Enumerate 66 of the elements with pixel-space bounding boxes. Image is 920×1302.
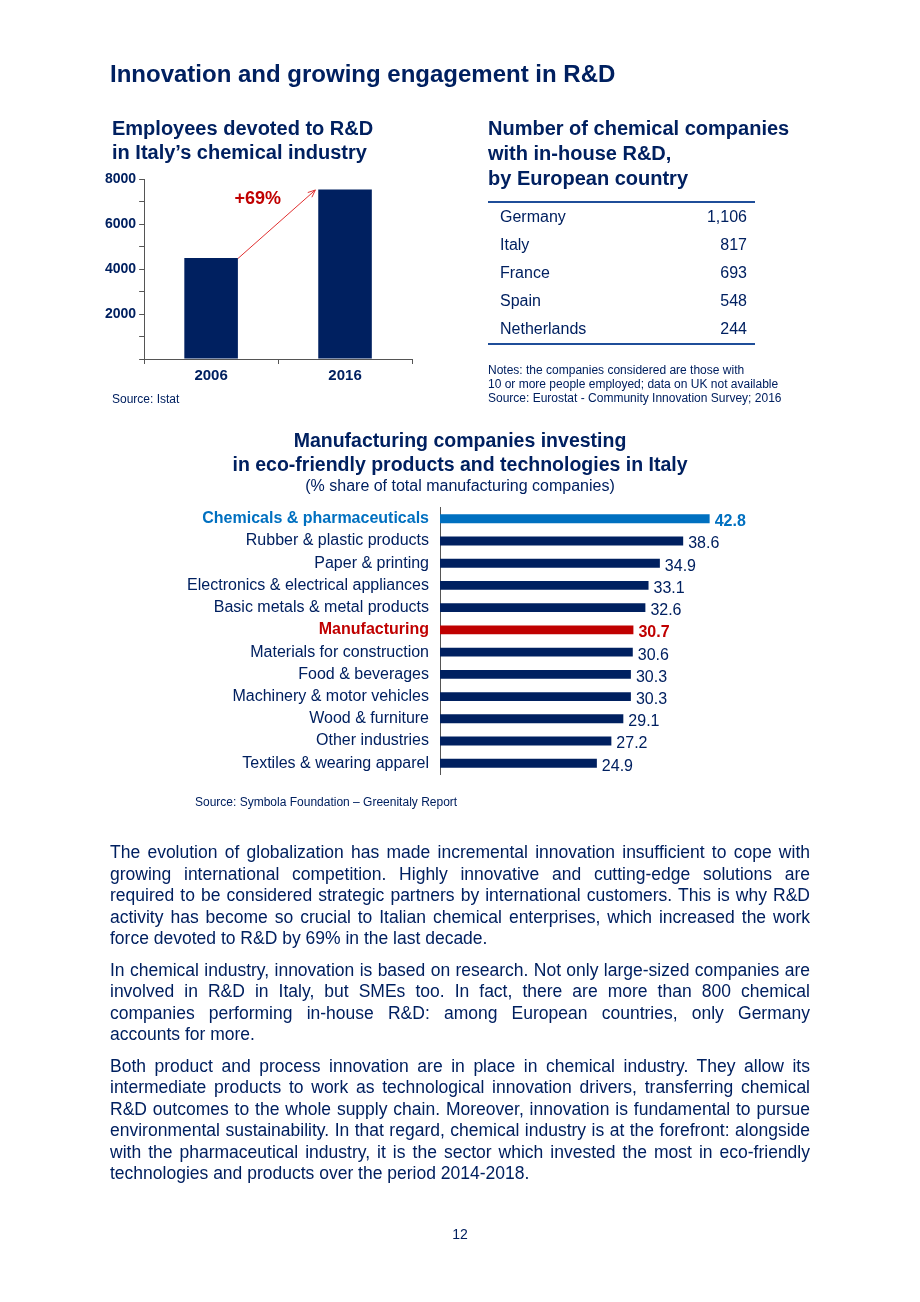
y-tick-label: Food & beverages: [298, 664, 429, 682]
bar: [440, 669, 631, 679]
bar: [440, 625, 634, 635]
data-label: 24.9: [601, 756, 634, 774]
category-label: Germany: [499, 207, 567, 227]
chart-subtitle: (% share of total manufacturing companies): [304, 477, 616, 495]
bar: [440, 536, 684, 546]
bar: [440, 580, 649, 590]
bar: [440, 603, 646, 613]
y-tick-label: Wood & furniture: [309, 709, 430, 727]
data-label: 32.6: [650, 601, 682, 619]
data-label: 38.6: [688, 534, 720, 552]
y-tick-label: Manufacturing: [318, 620, 429, 638]
text: The evolution of globalization has made incremental innovation insufficient to cope with growing international competition. Highly innovative and cutting-edge solutions are required to be considered strategic partners by international customers. This is why R&D activity has become so crucial to Italian chemical enterprises, which increased the work force devoted to R&D by 69% in the last decade.: [110, 842, 810, 950]
y-tick-label: Rubber & plastic products: [245, 531, 429, 549]
x-tick-label: 2016: [328, 366, 362, 384]
category-label: Netherlands: [499, 319, 588, 339]
text: 1,106: [706, 208, 747, 225]
y-tick-label: Other industries: [316, 731, 429, 749]
chart-title: Manufacturing companies investing in eco-friendly products and technologies in Italy: [231, 428, 689, 476]
y-tick-label: Chemicals & pharmaceuticals: [202, 509, 430, 527]
data-label: 30.7: [638, 623, 670, 641]
annotation: +69%: [234, 187, 282, 209]
data-label: 42.8: [714, 512, 746, 530]
text: 548: [720, 292, 747, 309]
data-label: 34.9: [664, 556, 697, 574]
bar: [440, 558, 660, 568]
y-tick-label: Textiles & wearing apparel: [242, 753, 429, 771]
y-tick-label: 8000: [104, 170, 137, 187]
y-tick-label: Basic metals & metal products: [213, 598, 429, 616]
bar: [440, 647, 633, 657]
y-tick-label: Machinery & motor vehicles: [232, 686, 429, 704]
bar: [440, 758, 597, 768]
data-label: 30.6: [637, 645, 670, 663]
category-label: Italy: [499, 235, 531, 255]
data-label: 30.3: [635, 689, 668, 707]
y-tick-label: 6000: [104, 215, 137, 232]
data-label: 30.3: [635, 667, 668, 685]
text: Both product and process innovation are in place in chemical industry. They allow its intermediate products to work as technological innovation drivers, transferring chemical R&D outcomes to the whole supply chain. Moreover, innovation is fundamental to pursue environmental sustainability. In that regard, chemical industry is at the forefront: alongside with the pharmaceutical industry, it is the sector which invested the most in eco-friendly technologies and products over the period 2014-2018.: [110, 1055, 810, 1185]
category-label: France: [499, 263, 551, 283]
bar: [440, 736, 612, 746]
y-tick-label: 2000: [104, 304, 137, 321]
text: 693: [720, 264, 747, 281]
source-note: Source: Symbola Foundation – Greenitaly Report: [195, 795, 459, 809]
category-label: Spain: [499, 291, 542, 311]
y-tick-label: Paper & printing: [314, 553, 429, 571]
y-tick-label: 4000: [104, 260, 137, 277]
data-label: 27.2: [616, 734, 648, 752]
y-tick-label: Electronics & electrical appliances: [187, 575, 429, 593]
y-tick-label: Materials for construction: [250, 642, 429, 660]
source-note: Source: Eurostat - Community Innovation Survey; 2016: [488, 391, 783, 405]
bar: [440, 714, 624, 724]
data-label: 33.1: [653, 578, 685, 596]
text: 12: [451, 1226, 469, 1242]
chart-title: Employees devoted to R&D in Italy’s chemical industry: [112, 116, 375, 164]
data-label: 29.1: [628, 712, 660, 730]
text: 244: [720, 320, 747, 337]
text: Innovation and growing engagement in R&D: [110, 60, 617, 88]
source-note: Source: Istat: [112, 392, 181, 406]
x-tick-label: 2006: [194, 366, 228, 384]
text: Number of chemical companies with in-house R&D, by European country: [488, 116, 791, 191]
text: 817: [720, 236, 747, 253]
text: Notes: the companies considered are those with 10 or more people employed; data on UK not available: [488, 363, 780, 391]
bar: [440, 692, 631, 702]
bar: [440, 514, 710, 524]
text: In chemical industry, innovation is based on research. Not only large-sized companies are involved in R&D in Italy, but SMEs too. In fact, there are more than 800 chemical companies performing in-house R&D: among European countries, only Germany accounts for more.: [110, 959, 810, 1046]
